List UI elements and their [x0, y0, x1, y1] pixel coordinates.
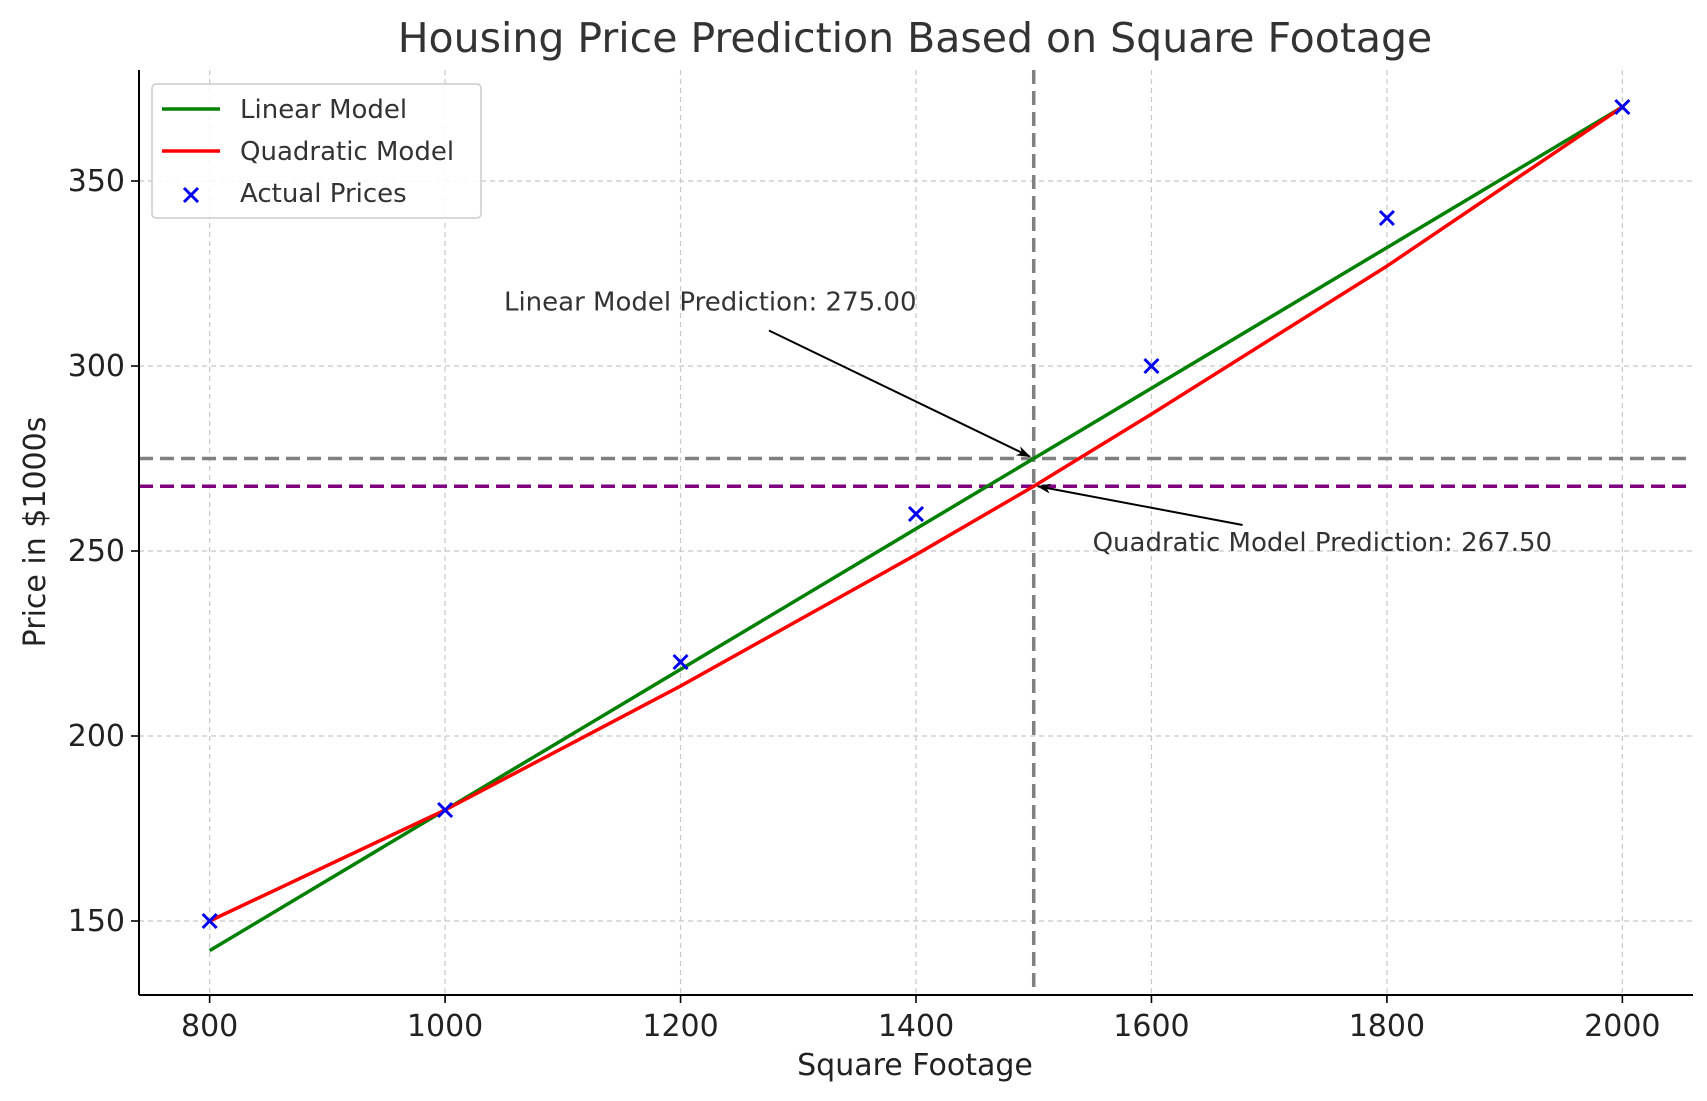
x-tick-label-2000: 2000: [1584, 1009, 1660, 1044]
chart-title: Housing Price Prediction Based on Square…: [398, 14, 1433, 62]
x-tick-label-1400: 1400: [878, 1009, 954, 1044]
reference-lines: [139, 70, 1693, 995]
y-tick-label-350: 350: [68, 164, 125, 199]
actual-prices-point-2000: [1614, 98, 1631, 116]
x-tick-label-1800: 1800: [1349, 1009, 1425, 1044]
marker-stroke: [201, 912, 218, 930]
y-tick-label-300: 300: [68, 349, 125, 384]
y-tick-label-200: 200: [68, 719, 125, 754]
series-layer: [201, 98, 1631, 953]
legend: Linear Model Quadratic Model Actual Prices: [151, 83, 482, 219]
marker-stroke: [1378, 209, 1395, 227]
x-tick-label-1600: 1600: [1113, 1009, 1189, 1044]
legend-label-actual-prices: Actual Prices: [240, 179, 407, 209]
actual-prices-point-1800: [1378, 209, 1395, 227]
y-tick-label-250: 250: [68, 534, 125, 569]
annotation-arrow-2: [1036, 483, 1243, 526]
linear-model-line: [208, 105, 1624, 953]
grid: [139, 70, 1693, 995]
marker-stroke: [1614, 98, 1631, 116]
actual-prices-point-1400: [907, 505, 925, 523]
legend-label-quadratic-model: Quadratic Model: [240, 137, 454, 167]
annotation-arrow-1: [768, 329, 1031, 458]
marker-stroke: [672, 653, 689, 671]
annotation-label-2: Quadratic Model Prediction: 267.50: [1093, 528, 1552, 558]
ticks: 800 1000 1200 1400 1600 1800 2000 150 200 250 300 3…: [68, 164, 1661, 1044]
annotation-label-1: Linear Model Prediction: 275.00: [504, 288, 917, 318]
actual-prices-point-1200: [672, 653, 689, 671]
annotations-layer: Linear Model Prediction: 275.00 Quadratic…: [504, 288, 1552, 559]
x-tick-label-1000: 1000: [407, 1009, 483, 1044]
y-axis-label: Price in $1000s: [18, 417, 53, 648]
marker-stroke: [182, 186, 200, 204]
actual-prices-point-1600: [1143, 357, 1160, 375]
marker-stroke: [907, 505, 925, 523]
quadratic-model-line: [208, 105, 1624, 923]
legend-label-linear-model: Linear Model: [240, 95, 407, 125]
y-tick-label-150: 150: [68, 904, 125, 939]
marker-stroke: [1143, 357, 1160, 375]
x-tick-label-800: 800: [181, 1009, 238, 1044]
x-axis-label: Square Footage: [797, 1048, 1033, 1083]
actual-prices-point-1000: [437, 801, 454, 819]
legend-swatch-actual-prices: [182, 186, 200, 204]
legend-box: [151, 83, 482, 219]
actual-prices-point-800: [201, 912, 218, 930]
marker-stroke: [437, 801, 454, 819]
x-tick-label-1200: 1200: [642, 1009, 718, 1044]
